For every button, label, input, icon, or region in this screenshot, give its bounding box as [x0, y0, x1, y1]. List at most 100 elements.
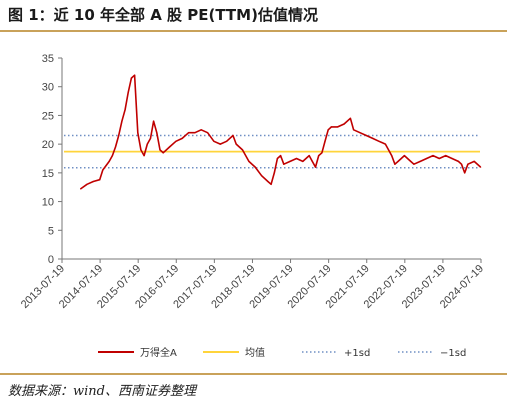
legend-label: −1sd	[440, 348, 466, 359]
data-point	[273, 172, 275, 174]
legend: 万得全A 均值 +1sd −1sd	[98, 346, 466, 359]
data-point	[108, 160, 110, 162]
data-point	[283, 163, 285, 165]
data-point	[200, 129, 202, 131]
data-point	[140, 149, 142, 151]
data-point	[159, 149, 161, 151]
y-tick-label: 15	[42, 168, 54, 180]
top-divider	[0, 30, 507, 32]
data-point	[99, 179, 101, 181]
data-point	[353, 129, 355, 131]
data-point	[311, 160, 313, 162]
y-tick-label: 25	[42, 110, 54, 122]
data-point	[111, 155, 113, 157]
data-point	[80, 188, 82, 190]
y-tick-label: 30	[42, 82, 54, 94]
data-point	[194, 132, 196, 134]
data-point	[219, 143, 221, 145]
data-point	[162, 152, 164, 154]
y-tick-label: 20	[42, 139, 54, 151]
data-point	[410, 160, 412, 162]
data-point	[261, 175, 263, 177]
data-point	[181, 137, 183, 139]
data-point	[480, 166, 482, 168]
data-point	[308, 155, 310, 157]
data-point	[124, 109, 126, 111]
data-point	[314, 166, 317, 168]
data-point	[343, 123, 345, 125]
data-point	[365, 134, 367, 137]
data-point	[457, 160, 459, 162]
data-point	[349, 117, 351, 119]
reference-lines	[64, 134, 480, 169]
data-point	[372, 137, 374, 139]
data-point	[92, 180, 94, 183]
y-tick-label: 0	[48, 254, 54, 266]
data-point	[102, 169, 104, 171]
data-point	[327, 129, 329, 131]
data-point	[207, 132, 209, 134]
legend-label: 万得全A	[140, 346, 177, 359]
y-tick-label: 10	[42, 197, 54, 209]
data-point	[473, 160, 475, 162]
source-note: 数据来源：wind、西南证券整理	[8, 384, 196, 399]
data-point	[378, 140, 380, 142]
data-point	[289, 160, 291, 162]
figure-title: 图 1：近 10 年全部 A 股 PE(TTM)估值情况	[8, 6, 318, 24]
data-point	[188, 132, 190, 134]
data-point	[168, 146, 171, 148]
data-point	[114, 146, 117, 148]
data-point	[460, 163, 463, 165]
data-point	[254, 166, 256, 168]
data-point	[330, 126, 332, 128]
chart-axes: 051015202530352013-07-192014-07-192015-0…	[19, 53, 486, 311]
data-point	[146, 143, 148, 145]
data-point	[467, 163, 469, 165]
legend-label: +1sd	[344, 348, 370, 359]
data-point	[270, 183, 272, 185]
data-point	[127, 91, 129, 94]
data-point	[175, 140, 177, 142]
data-point	[232, 134, 234, 137]
data-point	[130, 77, 132, 79]
data-point	[248, 160, 250, 162]
data-point	[413, 163, 415, 165]
data-point	[156, 132, 158, 134]
data-point	[438, 157, 440, 160]
data-point	[324, 140, 326, 142]
data-point	[318, 155, 320, 157]
data-point	[143, 155, 145, 157]
data-point	[213, 140, 215, 142]
y-tick-label: 5	[48, 225, 54, 237]
data-point	[121, 120, 123, 122]
data-point	[134, 74, 136, 76]
series-line-wande-all-a	[80, 74, 482, 190]
data-point	[86, 183, 88, 185]
data-point	[426, 157, 428, 160]
series-layer	[80, 74, 482, 190]
data-point	[149, 137, 152, 139]
bottom-divider	[0, 373, 507, 375]
data-point	[384, 143, 386, 145]
data-point	[267, 180, 269, 183]
data-point	[464, 172, 466, 174]
data-point	[280, 155, 282, 157]
data-point	[321, 152, 323, 154]
data-point	[302, 160, 304, 162]
data-point	[394, 163, 396, 165]
data-point	[295, 157, 298, 160]
data-point	[235, 143, 237, 145]
data-point	[137, 132, 139, 134]
data-point	[419, 160, 421, 162]
data-point	[445, 155, 447, 157]
data-point	[359, 132, 361, 134]
data-point	[337, 126, 339, 128]
data-point	[432, 155, 434, 157]
data-point	[241, 149, 244, 151]
data-point	[451, 157, 453, 160]
data-point	[397, 160, 399, 162]
y-tick-label: 35	[42, 53, 54, 65]
legend-label: 均值	[245, 346, 265, 359]
data-point	[276, 157, 278, 160]
data-point	[226, 140, 228, 142]
